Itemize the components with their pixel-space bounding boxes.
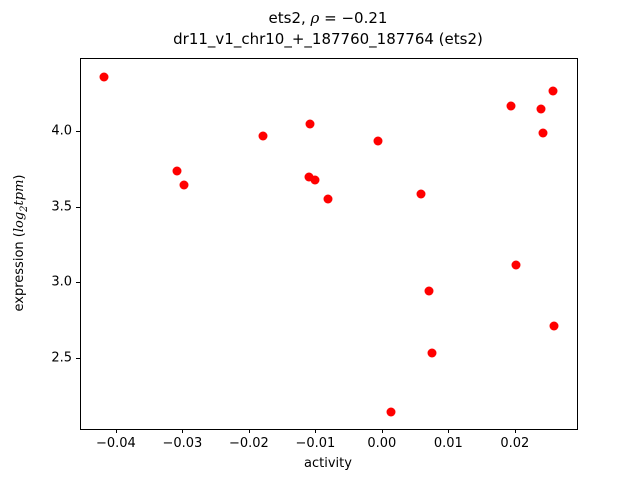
data-point: [258, 131, 267, 141]
chart-title-gene: ets2,: [268, 9, 311, 27]
y-tick-label: 3.5: [51, 199, 72, 215]
x-axis-label: activity: [304, 456, 352, 471]
y-tick-mark: [76, 358, 80, 360]
plot-area: [80, 58, 578, 430]
y-axis-label-suffix: ): [12, 174, 28, 180]
y-axis-label-sub: 2: [18, 205, 30, 212]
y-axis-label-tpm: tpm: [12, 179, 28, 206]
data-point: [99, 72, 109, 82]
data-point: [386, 407, 396, 417]
chart-title: ets2, ρ = −0.21: [80, 9, 576, 27]
x-tick-mark: [448, 429, 450, 433]
x-tick-mark: [514, 429, 516, 433]
y-tick-label: 2.5: [51, 350, 72, 366]
y-tick-mark: [76, 130, 80, 132]
x-tick-label: 0.02: [500, 436, 530, 451]
x-tick-label: −0.04: [95, 436, 136, 451]
y-axis-label: expression (log2tpm): [12, 175, 30, 312]
chart-title-correlation: = −0.21: [319, 9, 388, 27]
x-tick-mark: [182, 429, 184, 433]
y-axis-label-log: log: [12, 211, 28, 233]
x-tick-label: 0.01: [433, 436, 463, 451]
data-point: [427, 348, 437, 358]
data-point: [548, 86, 558, 96]
x-tick-mark: [315, 429, 317, 433]
data-point: [172, 166, 182, 176]
x-tick-label: −0.02: [228, 436, 269, 451]
data-point: [373, 136, 383, 146]
data-point: [416, 189, 426, 199]
x-tick-label: 0.00: [367, 436, 397, 451]
data-point: [538, 128, 548, 138]
data-point: [304, 172, 314, 182]
data-point: [549, 321, 559, 331]
x-tick-label: −0.01: [295, 436, 336, 451]
data-point: [506, 101, 516, 111]
y-tick-label: 4.0: [51, 123, 72, 139]
data-point: [536, 104, 546, 114]
y-tick-label: 3.0: [51, 274, 72, 290]
data-point: [305, 119, 315, 129]
data-point: [310, 175, 320, 185]
y-tick-mark: [76, 206, 80, 208]
y-tick-mark: [76, 282, 80, 284]
chart-subtitle: dr11_v1_chr10_+_187760_187764 (ets2): [173, 30, 483, 48]
data-point: [511, 260, 521, 270]
data-point: [179, 180, 189, 190]
x-tick-mark: [115, 429, 117, 433]
x-tick-label: −0.03: [162, 436, 203, 451]
x-tick-mark: [248, 429, 250, 433]
data-point: [323, 194, 333, 203]
data-point: [424, 286, 434, 296]
rho-symbol: ρ: [310, 9, 320, 27]
y-axis-label-prefix: expression (: [12, 232, 28, 312]
x-tick-mark: [381, 429, 383, 433]
